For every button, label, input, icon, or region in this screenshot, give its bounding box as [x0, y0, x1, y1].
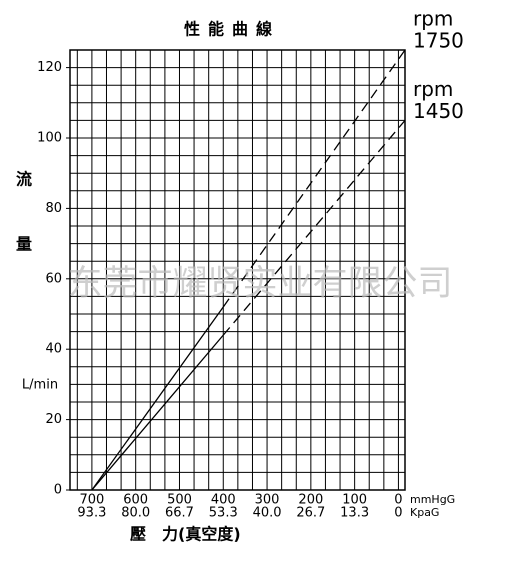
x-tick-label-2: 80.0: [121, 506, 150, 521]
x-tick-label: 600: [123, 493, 148, 508]
x-tick-label-2: 93.3: [77, 506, 106, 521]
x-tick-label-2: 53.3: [209, 506, 238, 521]
legend-unit: rpm: [413, 77, 453, 101]
y-tick-label: 60: [45, 271, 62, 286]
y-tick-label: 100: [37, 131, 62, 146]
y-tick-label: 40: [45, 342, 62, 357]
x-tick-label: 300: [255, 493, 280, 508]
series-line: [91, 334, 224, 491]
x-unit: KpaG: [410, 506, 439, 519]
x-tick-label: 200: [298, 493, 323, 508]
watermark: 东莞市耀贤实业有限公司: [67, 264, 452, 304]
x-tick-label: 500: [167, 493, 192, 508]
legend-label: 1450: [413, 99, 464, 123]
x-tick-label-2: 40.0: [253, 506, 282, 521]
y-tick-label: 80: [45, 201, 62, 216]
x-unit: mmHgG: [410, 493, 455, 506]
x-tick-label-2: 26.7: [296, 506, 325, 521]
y-label: 量: [16, 235, 32, 254]
x-tick-label: 100: [342, 493, 367, 508]
x-label: 壓 力(真空度): [130, 525, 241, 544]
x-tick-label-2: 0: [394, 506, 402, 521]
y-label: 流: [16, 170, 32, 189]
y-unit: L/min: [22, 378, 58, 393]
y-tick-label: 120: [37, 60, 62, 75]
x-tick-label: 0: [394, 493, 402, 508]
legend-label: 1750: [413, 29, 464, 53]
y-tick-label: 20: [45, 412, 62, 427]
x-tick-label: 700: [79, 493, 104, 508]
series-line: [91, 306, 224, 491]
chart-title: 性能曲線: [184, 20, 280, 39]
x-tick-label-2: 13.3: [340, 506, 369, 521]
x-tick-label: 400: [211, 493, 236, 508]
legend-unit: rpm: [413, 7, 453, 31]
y-tick-label: 0: [54, 483, 62, 498]
series-line: [222, 49, 406, 308]
x-tick-label-2: 66.7: [165, 506, 194, 521]
